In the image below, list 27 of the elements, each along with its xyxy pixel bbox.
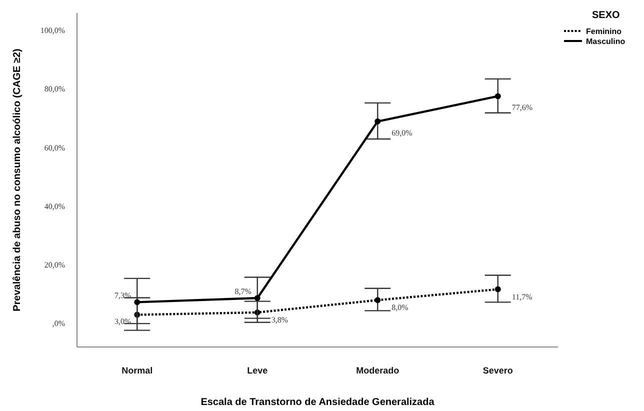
y-axis-title: Prevalência de abuso no consumo alcoólico (CAGE ≥2) xyxy=(12,48,23,312)
data-label: 8,0% xyxy=(392,303,409,312)
y-tick-label: 100,0% xyxy=(40,26,66,36)
x-tick-label: Leve xyxy=(247,365,268,376)
y-tick-label: 60,0% xyxy=(44,143,66,152)
data-label: 11,7% xyxy=(512,292,533,302)
data-label: 3,8% xyxy=(271,315,288,324)
x-tick-label: Severo xyxy=(482,365,514,376)
data-label: 69,0% xyxy=(392,128,413,138)
legend-label: Masculino xyxy=(586,37,626,46)
point xyxy=(494,93,501,100)
y-tick-label: ,0% xyxy=(52,319,66,328)
x-axis-title: Escala de Transtorno de Ansiedade Generalizada xyxy=(200,397,435,408)
point xyxy=(494,286,501,292)
point xyxy=(374,297,381,304)
y-tick-label: 20,0% xyxy=(44,260,66,270)
y-tick-label: 80,0% xyxy=(44,84,66,94)
point xyxy=(134,299,140,306)
data-label: 77,6% xyxy=(512,103,533,112)
x-tick-label: Moderado xyxy=(356,365,400,376)
point xyxy=(254,295,260,302)
point xyxy=(374,118,381,124)
x-tick-label: Normal xyxy=(122,365,153,376)
y-tick-label: 40,0% xyxy=(44,202,66,211)
legend-title: SEXO xyxy=(592,10,620,21)
legend-label: Feminino xyxy=(586,27,622,36)
data-label: 8,7% xyxy=(234,287,252,296)
